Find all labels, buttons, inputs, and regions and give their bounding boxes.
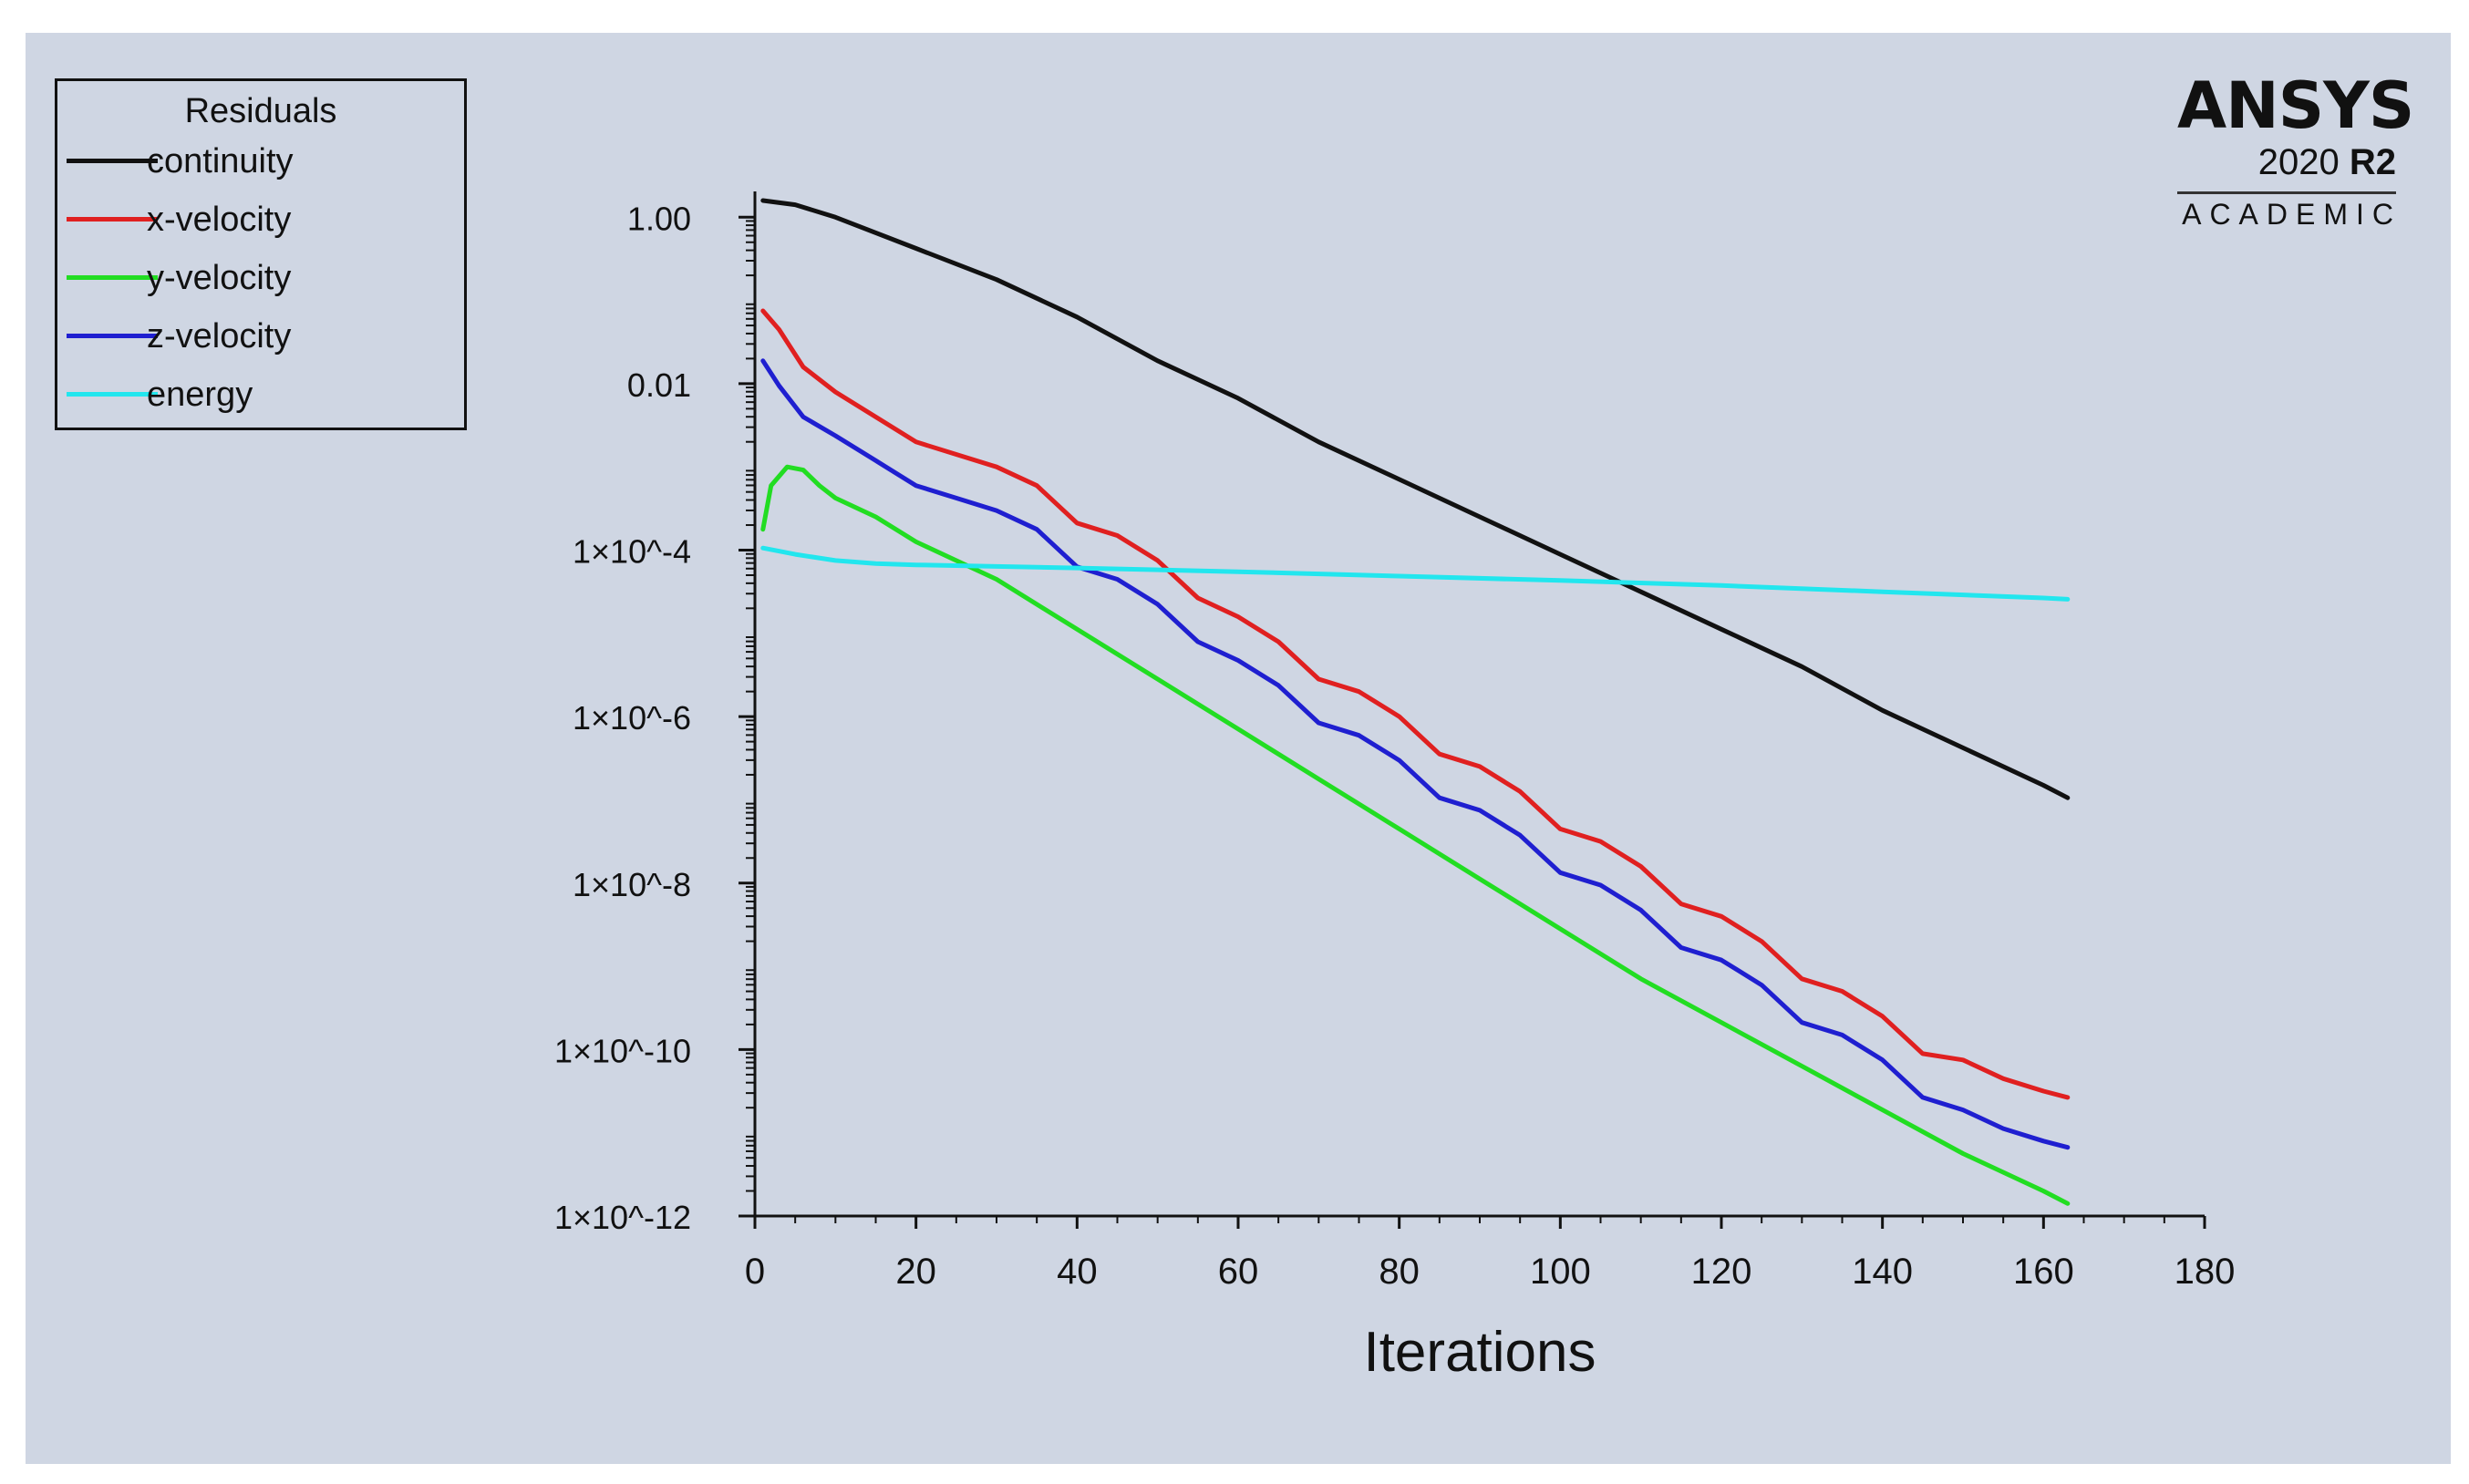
legend-item-energy: energy (57, 375, 464, 415)
legend-swatch-continuity (67, 159, 158, 163)
legend-item-continuity: continuity (57, 141, 464, 181)
series-line-energy (760, 545, 2071, 602)
legend-label: z-velocity (147, 317, 292, 356)
legend-label: y-velocity (147, 259, 292, 297)
logo-divider (2177, 191, 2396, 194)
legend-item-x-velocity: x-velocity (57, 200, 464, 240)
x-tick-label: 60 (1218, 1252, 1259, 1292)
logo-name: ANSYS (2177, 68, 2414, 143)
legend-label: continuity (147, 142, 294, 180)
residuals-plot: 0 20 40 60 80 100 120 140 160 180 1.00 0.01 1×10^-4 1… (554, 191, 2236, 1384)
x-tick-label: 120 (1691, 1252, 1752, 1292)
y-tick-label: 1×10^-6 (573, 699, 691, 737)
x-tick-label: 80 (1379, 1252, 1420, 1292)
legend-swatch-y-velocity (67, 275, 158, 280)
x-tick-label: 180 (2175, 1252, 2236, 1292)
x-tick-label: 20 (895, 1252, 936, 1292)
legend: Residuals continuity x-velocity y-veloci… (55, 78, 467, 430)
series-line-continuity (760, 198, 2071, 800)
logo-version-year: 2020 (2257, 142, 2340, 182)
chart-frame: 0 20 40 60 80 100 120 140 160 180 1.00 0.01 1×10^-4 1… (26, 33, 2451, 1464)
x-tick-label: 0 (745, 1252, 765, 1292)
y-tick-label: 1×10^-12 (554, 1199, 691, 1236)
legend-swatch-energy (67, 392, 158, 397)
x-tick-label: 160 (2013, 1252, 2074, 1292)
x-tick-label: 40 (1057, 1252, 1098, 1292)
legend-swatch-z-velocity (67, 334, 158, 338)
x-tick-label: 100 (1530, 1252, 1591, 1292)
x-axis-title: Iterations (1363, 1321, 1596, 1384)
y-tick-label: 1×10^-8 (573, 866, 691, 903)
series-line-y-velocity (760, 464, 2071, 1206)
logo-edition: ACADEMIC (2182, 198, 2402, 231)
y-tick-label: 1.00 (627, 200, 691, 237)
series-line-z-velocity (760, 358, 2071, 1150)
legend-item-y-velocity: y-velocity (57, 258, 464, 298)
y-tick-label: 1×10^-10 (554, 1032, 691, 1069)
x-tick-label: 140 (1852, 1252, 1913, 1292)
legend-label: energy (147, 376, 253, 414)
legend-swatch-x-velocity (67, 217, 158, 222)
y-tick-label: 0.01 (627, 366, 691, 404)
legend-item-z-velocity: z-velocity (57, 316, 464, 356)
legend-title: Residuals (184, 92, 337, 130)
legend-label: x-velocity (147, 201, 292, 239)
logo-version: 2020 R2 (2177, 142, 2396, 182)
ansys-logo: ANSYS 2020 R2 ACADEMIC (2177, 68, 2414, 234)
y-tick-label: 1×10^-4 (573, 533, 691, 571)
series-line-x-velocity (760, 308, 2071, 1100)
logo-version-release: R2 (2349, 142, 2396, 182)
